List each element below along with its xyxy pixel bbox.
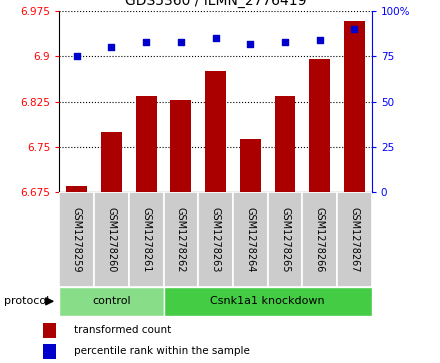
Text: GSM1278266: GSM1278266	[315, 207, 325, 272]
Text: GSM1278260: GSM1278260	[106, 207, 117, 272]
Text: transformed count: transformed count	[74, 325, 171, 335]
Point	[143, 39, 150, 45]
Point	[351, 26, 358, 32]
Point	[282, 39, 289, 45]
Bar	[129, 192, 164, 287]
Text: GSM1278261: GSM1278261	[141, 207, 151, 272]
Bar	[43, 323, 56, 338]
Point	[177, 39, 184, 45]
Text: GSM1278259: GSM1278259	[72, 207, 82, 272]
Title: GDS5360 / ILMN_2776419: GDS5360 / ILMN_2776419	[125, 0, 306, 8]
Bar	[302, 192, 337, 287]
Text: control: control	[92, 296, 131, 306]
Text: GSM1278264: GSM1278264	[246, 207, 255, 272]
Bar	[101, 132, 122, 192]
Bar	[164, 287, 372, 316]
Text: GSM1278265: GSM1278265	[280, 207, 290, 272]
Text: Csnk1a1 knockdown: Csnk1a1 knockdown	[210, 296, 325, 306]
Bar	[198, 192, 233, 287]
Bar	[337, 192, 372, 287]
Bar	[275, 95, 295, 192]
Text: GSM1278263: GSM1278263	[211, 207, 220, 272]
Bar	[309, 59, 330, 192]
Bar	[59, 287, 164, 316]
Bar	[66, 186, 87, 192]
Point	[316, 37, 323, 43]
Bar	[170, 100, 191, 192]
Text: percentile rank within the sample: percentile rank within the sample	[74, 346, 250, 356]
Text: GSM1278267: GSM1278267	[349, 207, 359, 272]
Point	[247, 41, 254, 46]
Bar	[240, 139, 261, 192]
Bar	[268, 192, 302, 287]
Bar	[233, 192, 268, 287]
Bar	[344, 21, 365, 192]
Text: GSM1278262: GSM1278262	[176, 207, 186, 272]
Bar	[164, 192, 198, 287]
Bar	[94, 192, 129, 287]
Bar	[43, 344, 56, 359]
Bar	[136, 95, 157, 192]
Point	[73, 53, 80, 59]
Bar	[205, 72, 226, 192]
Point	[108, 44, 115, 50]
Bar	[59, 192, 94, 287]
Text: protocol: protocol	[4, 296, 50, 306]
Point	[212, 35, 219, 41]
